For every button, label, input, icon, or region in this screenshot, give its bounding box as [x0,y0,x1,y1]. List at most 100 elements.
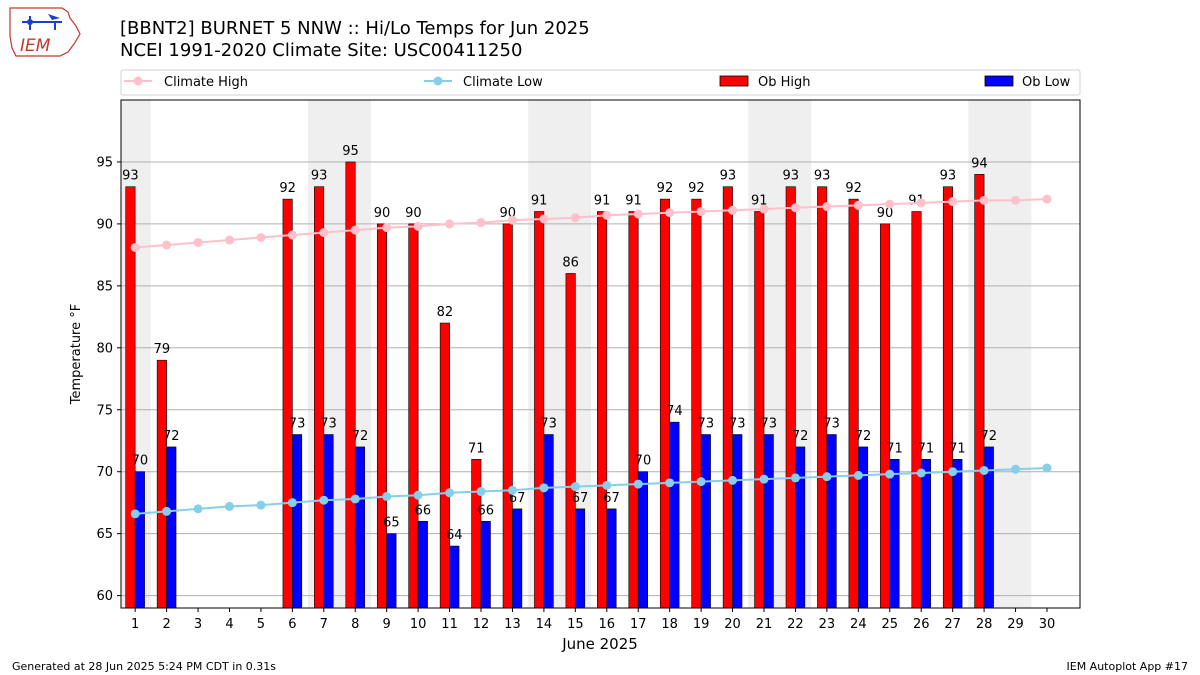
ob-low-value-label: 70 [635,454,652,469]
climate-low-point [539,483,549,493]
ob-high-value-label: 95 [342,144,359,159]
ob-low-value-label: 66 [415,503,432,518]
ob-low-value-label: 66 [477,503,494,518]
climate-low-point [853,470,863,480]
ob-high-value-label: 90 [877,206,894,221]
ob-high-bar [376,223,387,609]
ob-high-value-label: 93 [782,169,799,184]
climate-low-point [350,494,360,504]
ob-high-value-label: 93 [814,169,831,184]
climate-high-line [135,198,1048,249]
climate-low-point [1011,464,1021,474]
x-tick-label: 24 [850,617,867,632]
climate-high-point [885,199,895,209]
climate-low-point [822,472,832,482]
ob-high-value-label: 92 [657,181,674,196]
ob-low-value-label: 73 [760,417,777,432]
ob-high-bar [565,273,576,609]
ob-high-value-label: 93 [940,169,957,184]
y-tick-label: 65 [96,527,113,542]
ob-low-bar [826,434,837,609]
climate-low-point [1042,463,1052,473]
ob-low-bar [763,434,774,609]
ob-low-bar [134,471,145,609]
ob-high-value-label: 91 [531,194,548,209]
climate-high-point [728,205,738,215]
ob-high-value-label: 93 [720,169,737,184]
climate-high-point [256,233,266,243]
climate-low-point [382,491,392,501]
ob-low-value-label: 72 [352,429,369,444]
logo-text: IEM [20,36,51,56]
ob-low-value-label: 65 [383,516,400,531]
ob-low-bar [323,434,334,609]
ob-low-value-label: 74 [666,404,683,419]
ob-low-bar [700,434,711,609]
ob-low-bar [417,520,428,609]
legend: Climate High Climate Low Ob High Ob Low [120,69,1081,96]
x-tick-label: 23 [819,617,836,632]
ob-low-value-label: 73 [729,417,746,432]
ob-low-value-label: 72 [855,429,872,444]
ob-high-value-label: 86 [562,255,579,270]
ob-low-value-label: 67 [572,491,589,506]
climate-low-point [948,467,958,477]
x-tick-label: 6 [288,617,296,632]
ob-low-bar [920,459,931,609]
x-tick-label: 19 [693,617,710,632]
ob-high-value-label: 82 [437,305,454,320]
y-tick-label: 75 [96,403,113,418]
x-axis-label: June 2025 [561,635,638,653]
climate-high-point [193,237,203,247]
climate-high-point [162,240,172,250]
climate-low-point [224,501,234,511]
ob-high-value-label: 94 [971,156,988,171]
climate-high-point [476,218,486,228]
climate-high-point [570,213,580,223]
climate-high-point [507,215,517,225]
x-tick-label: 26 [913,617,930,632]
plot-frame [120,99,1081,609]
climate-high-point [602,210,612,220]
ob-high-bar [314,186,325,609]
x-tick-label: 8 [351,617,359,632]
climate-high-point [822,202,832,212]
x-tick-label: 4 [225,617,233,632]
ob-low-value-label: 67 [603,491,620,506]
ob-high-bar [722,186,733,609]
ob-high-value-label: 79 [154,342,171,357]
chart-title: [BBNT2] BURNET 5 NNW :: Hi/Lo Temps for … [120,18,590,39]
x-tick-label: 12 [473,617,490,632]
ob-high-bar [628,211,639,609]
legend-item-climate-high: Climate High [124,75,248,90]
ob-low-value-label: 64 [446,528,463,543]
ob-low-bar [480,520,491,609]
ob-high-bar [974,174,985,609]
ob-high-value-label: 90 [405,206,422,221]
y-tick-label: 70 [96,465,113,480]
climate-high-point [287,230,297,240]
ob-high-bar [408,223,419,609]
climate-high-point [539,214,549,224]
climate-low-point [130,509,140,519]
ob-low-value-label: 72 [163,429,180,444]
x-tick-label: 17 [630,617,647,632]
ob-low-bar [292,434,303,609]
climate-high-point [665,208,675,218]
climate-low-point [476,487,486,497]
legend-label-climate-high: Climate High [164,75,248,90]
climate-high-point [633,209,643,219]
ob-low-bar [637,471,648,609]
ob-high-bar [880,223,891,609]
y-tick-label: 85 [96,279,113,294]
chart-subtitle: NCEI 1991-2020 Climate Site: USC00411250 [120,40,523,61]
ob-high-value-label: 93 [311,169,328,184]
climate-high-point [948,197,958,207]
ob-high-value-label: 93 [122,169,139,184]
ob-high-bar [439,322,450,609]
ob-low-value-label: 73 [540,417,557,432]
climate-low-point [162,506,172,516]
iem-logo: IEM [9,7,81,57]
climate-low-point [256,500,266,510]
